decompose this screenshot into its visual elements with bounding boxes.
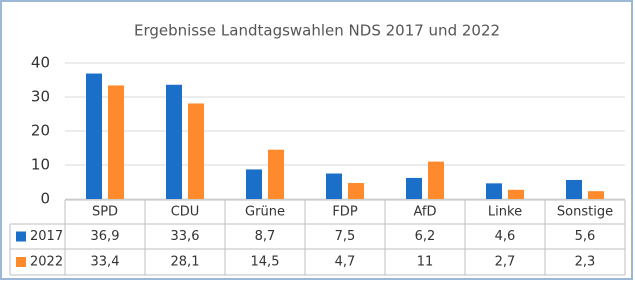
bar <box>348 183 364 199</box>
table-value: 14,5 <box>251 255 280 270</box>
bar <box>486 183 502 199</box>
y-tick-label: 30 <box>31 88 50 106</box>
table-value: 11 <box>417 255 434 270</box>
bar <box>588 191 604 199</box>
table-value: 28,1 <box>171 255 200 270</box>
bar <box>428 161 444 199</box>
table-value: 4,7 <box>335 255 356 270</box>
bar <box>406 177 422 199</box>
bar <box>566 179 582 199</box>
x-tick-label: Linke <box>488 205 522 220</box>
legend-key <box>16 257 26 267</box>
bar <box>166 84 182 199</box>
legend-label: 2022 <box>30 255 63 270</box>
table-value: 6,2 <box>415 229 436 244</box>
table-value: 7,5 <box>335 229 356 244</box>
bar <box>246 169 262 199</box>
legend-label: 2017 <box>30 229 63 244</box>
bar <box>268 149 284 199</box>
table-value: 33,6 <box>171 229 200 244</box>
table-value: 33,4 <box>91 255 120 270</box>
table-value: 4,6 <box>495 229 516 244</box>
table-value: 5,6 <box>575 229 596 244</box>
y-tick-label: 10 <box>31 156 50 174</box>
bar <box>86 73 102 199</box>
bar <box>188 103 204 199</box>
x-tick-label: Sonstige <box>557 205 613 220</box>
x-tick-label: Grüne <box>245 205 285 220</box>
x-tick-label: FDP <box>332 205 357 220</box>
legend-key <box>16 231 26 242</box>
x-tick-label: AfD <box>413 205 436 220</box>
y-tick-label: 40 <box>31 54 50 72</box>
bar <box>108 85 124 199</box>
table-value: 8,7 <box>255 229 276 244</box>
table-value: 2,3 <box>575 255 596 270</box>
x-tick-label: CDU <box>171 205 200 220</box>
bar <box>326 173 342 199</box>
bar <box>508 189 524 199</box>
y-tick-label: 20 <box>31 122 50 140</box>
y-tick-label: 0 <box>40 190 50 208</box>
table-value: 36,9 <box>91 229 120 244</box>
chart-title: Ergebnisse Landtagswahlen NDS 2017 und 2… <box>134 22 500 40</box>
table-value: 2,7 <box>495 255 516 270</box>
x-tick-label: SPD <box>92 205 118 220</box>
